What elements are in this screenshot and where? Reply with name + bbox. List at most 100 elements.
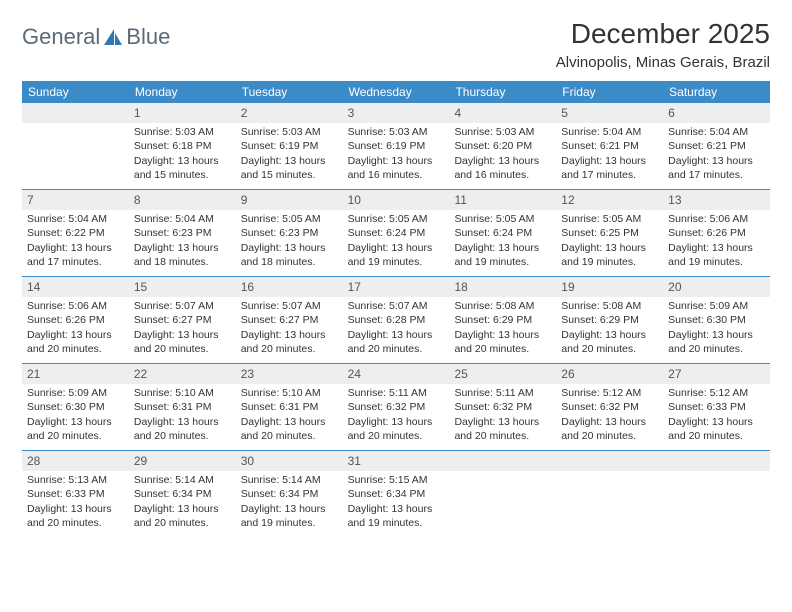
- daylight-line: Daylight: 13 hours and 16 minutes.: [348, 154, 445, 182]
- day-body: Sunrise: 5:06 AMSunset: 6:26 PMDaylight:…: [22, 297, 129, 360]
- daylight-line: Daylight: 13 hours and 20 minutes.: [561, 328, 658, 356]
- day-number: 1: [129, 103, 236, 123]
- weekday-cell: Tuesday: [236, 81, 343, 103]
- sunrise-line: Sunrise: 5:06 AM: [27, 299, 124, 313]
- day-number: [556, 451, 663, 471]
- day-number: 23: [236, 364, 343, 384]
- sunrise-line: Sunrise: 5:03 AM: [134, 125, 231, 139]
- sunset-line: Sunset: 6:24 PM: [348, 226, 445, 240]
- day-number: 20: [663, 277, 770, 297]
- day-body: Sunrise: 5:03 AMSunset: 6:20 PMDaylight:…: [449, 123, 556, 186]
- daylight-line: Daylight: 13 hours and 20 minutes.: [668, 328, 765, 356]
- day-body: Sunrise: 5:04 AMSunset: 6:21 PMDaylight:…: [556, 123, 663, 186]
- sunset-line: Sunset: 6:32 PM: [348, 400, 445, 414]
- day-body: Sunrise: 5:12 AMSunset: 6:33 PMDaylight:…: [663, 384, 770, 447]
- day-number: 30: [236, 451, 343, 471]
- sunset-line: Sunset: 6:27 PM: [134, 313, 231, 327]
- day-body: Sunrise: 5:05 AMSunset: 6:25 PMDaylight:…: [556, 210, 663, 273]
- day-number: 9: [236, 190, 343, 210]
- day-cell: 1Sunrise: 5:03 AMSunset: 6:18 PMDaylight…: [129, 103, 236, 189]
- week-row: 14Sunrise: 5:06 AMSunset: 6:26 PMDayligh…: [22, 276, 770, 363]
- day-body: Sunrise: 5:07 AMSunset: 6:27 PMDaylight:…: [236, 297, 343, 360]
- sunrise-line: Sunrise: 5:07 AM: [348, 299, 445, 313]
- sunrise-line: Sunrise: 5:05 AM: [348, 212, 445, 226]
- day-cell: 2Sunrise: 5:03 AMSunset: 6:19 PMDaylight…: [236, 103, 343, 189]
- day-number: 3: [343, 103, 450, 123]
- day-number: 2: [236, 103, 343, 123]
- sunrise-line: Sunrise: 5:04 AM: [668, 125, 765, 139]
- day-cell: [663, 451, 770, 537]
- day-body: Sunrise: 5:09 AMSunset: 6:30 PMDaylight:…: [22, 384, 129, 447]
- daylight-line: Daylight: 13 hours and 18 minutes.: [134, 241, 231, 269]
- day-body: Sunrise: 5:04 AMSunset: 6:23 PMDaylight:…: [129, 210, 236, 273]
- sunset-line: Sunset: 6:21 PM: [561, 139, 658, 153]
- title-block: December 2025 Alvinopolis, Minas Gerais,…: [556, 18, 770, 71]
- day-cell: 15Sunrise: 5:07 AMSunset: 6:27 PMDayligh…: [129, 277, 236, 363]
- week-row: 1Sunrise: 5:03 AMSunset: 6:18 PMDaylight…: [22, 103, 770, 189]
- day-number: 29: [129, 451, 236, 471]
- day-body: Sunrise: 5:03 AMSunset: 6:18 PMDaylight:…: [129, 123, 236, 186]
- day-cell: 5Sunrise: 5:04 AMSunset: 6:21 PMDaylight…: [556, 103, 663, 189]
- sunrise-line: Sunrise: 5:05 AM: [561, 212, 658, 226]
- day-body: Sunrise: 5:07 AMSunset: 6:28 PMDaylight:…: [343, 297, 450, 360]
- sunset-line: Sunset: 6:18 PM: [134, 139, 231, 153]
- sunrise-line: Sunrise: 5:07 AM: [241, 299, 338, 313]
- day-cell: 11Sunrise: 5:05 AMSunset: 6:24 PMDayligh…: [449, 190, 556, 276]
- day-body: Sunrise: 5:11 AMSunset: 6:32 PMDaylight:…: [449, 384, 556, 447]
- sunset-line: Sunset: 6:34 PM: [348, 487, 445, 501]
- daylight-line: Daylight: 13 hours and 15 minutes.: [134, 154, 231, 182]
- day-cell: 16Sunrise: 5:07 AMSunset: 6:27 PMDayligh…: [236, 277, 343, 363]
- sunrise-line: Sunrise: 5:07 AM: [134, 299, 231, 313]
- day-cell: 23Sunrise: 5:10 AMSunset: 6:31 PMDayligh…: [236, 364, 343, 450]
- day-cell: 18Sunrise: 5:08 AMSunset: 6:29 PMDayligh…: [449, 277, 556, 363]
- sunset-line: Sunset: 6:34 PM: [134, 487, 231, 501]
- sunset-line: Sunset: 6:20 PM: [454, 139, 551, 153]
- day-body: Sunrise: 5:14 AMSunset: 6:34 PMDaylight:…: [236, 471, 343, 534]
- sunrise-line: Sunrise: 5:15 AM: [348, 473, 445, 487]
- day-cell: 13Sunrise: 5:06 AMSunset: 6:26 PMDayligh…: [663, 190, 770, 276]
- day-cell: [556, 451, 663, 537]
- sunrise-line: Sunrise: 5:03 AM: [241, 125, 338, 139]
- day-number: 19: [556, 277, 663, 297]
- daylight-line: Daylight: 13 hours and 17 minutes.: [561, 154, 658, 182]
- sunset-line: Sunset: 6:26 PM: [668, 226, 765, 240]
- weekday-cell: Wednesday: [343, 81, 450, 103]
- sunrise-line: Sunrise: 5:11 AM: [348, 386, 445, 400]
- day-number: [22, 103, 129, 123]
- sunset-line: Sunset: 6:34 PM: [241, 487, 338, 501]
- day-number: 5: [556, 103, 663, 123]
- day-cell: 31 Sunrise: 5:15 AMSunset: 6:34 PMDayligh…: [343, 451, 450, 537]
- day-cell: 14Sunrise: 5:06 AMSunset: 6:26 PMDayligh…: [22, 277, 129, 363]
- day-cell: 9Sunrise: 5:05 AMSunset: 6:23 PMDaylight…: [236, 190, 343, 276]
- logo-text-general: General: [22, 24, 100, 50]
- day-number: 4: [449, 103, 556, 123]
- daylight-line: Daylight: 13 hours and 20 minutes.: [27, 328, 124, 356]
- daylight-line: Daylight: 13 hours and 19 minutes.: [348, 502, 445, 530]
- sunset-line: Sunset: 6:27 PM: [241, 313, 338, 327]
- day-cell: 20Sunrise: 5:09 AMSunset: 6:30 PMDayligh…: [663, 277, 770, 363]
- daylight-line: Daylight: 13 hours and 19 minutes.: [454, 241, 551, 269]
- day-body: Sunrise: 5:05 AMSunset: 6:24 PMDaylight:…: [449, 210, 556, 273]
- day-cell: [22, 103, 129, 189]
- day-cell: 30Sunrise: 5:14 AMSunset: 6:34 PMDayligh…: [236, 451, 343, 537]
- week-row: 21Sunrise: 5:09 AMSunset: 6:30 PMDayligh…: [22, 363, 770, 450]
- day-body: Sunrise: 5:11 AMSunset: 6:32 PMDaylight:…: [343, 384, 450, 447]
- day-cell: 28Sunrise: 5:13 AMSunset: 6:33 PMDayligh…: [22, 451, 129, 537]
- sunset-line: Sunset: 6:26 PM: [27, 313, 124, 327]
- sunrise-line: Sunrise: 5:09 AM: [27, 386, 124, 400]
- day-number: 31: [343, 451, 450, 471]
- day-body: Sunrise: 5:13 AMSunset: 6:33 PMDaylight:…: [22, 471, 129, 534]
- sunset-line: Sunset: 6:29 PM: [454, 313, 551, 327]
- day-number: 7: [22, 190, 129, 210]
- day-number: 17: [343, 277, 450, 297]
- sunset-line: Sunset: 6:32 PM: [561, 400, 658, 414]
- weeks-container: 1Sunrise: 5:03 AMSunset: 6:18 PMDaylight…: [22, 103, 770, 537]
- day-body: Sunrise: 5:03 AMSunset: 6:19 PMDaylight:…: [343, 123, 450, 186]
- daylight-line: Daylight: 13 hours and 20 minutes.: [454, 328, 551, 356]
- daylight-line: Daylight: 13 hours and 20 minutes.: [134, 415, 231, 443]
- daylight-line: Daylight: 13 hours and 20 minutes.: [668, 415, 765, 443]
- day-cell: 6Sunrise: 5:04 AMSunset: 6:21 PMDaylight…: [663, 103, 770, 189]
- daylight-line: Daylight: 13 hours and 19 minutes.: [348, 241, 445, 269]
- location: Alvinopolis, Minas Gerais, Brazil: [556, 54, 770, 71]
- sunset-line: Sunset: 6:33 PM: [27, 487, 124, 501]
